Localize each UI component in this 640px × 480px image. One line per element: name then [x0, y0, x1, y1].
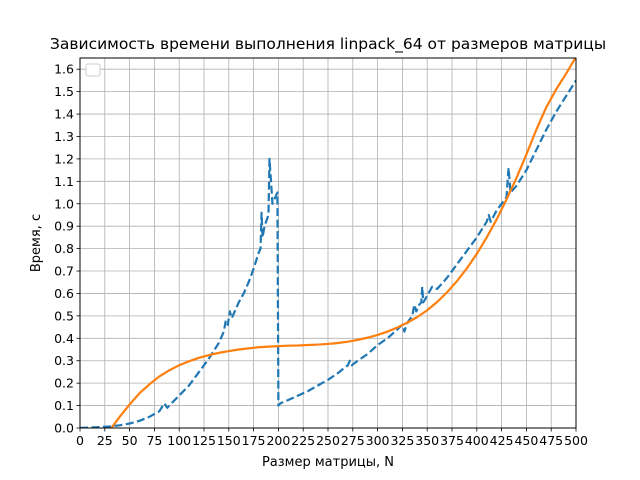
y-tick-label: 1.3: [54, 129, 74, 144]
chart-title: Зависимость времени выполнения linpack_6…: [50, 35, 606, 54]
legend-box: [85, 63, 101, 77]
x-tick-label: 425: [490, 433, 514, 448]
x-tick-label: 300: [366, 433, 390, 448]
y-tick-label: 1.4: [54, 107, 74, 122]
series-layer: [80, 58, 576, 428]
x-tick-label: 275: [341, 433, 365, 448]
x-tick-label: 350: [415, 433, 439, 448]
x-tick-label: 0: [76, 433, 84, 448]
x-tick-label: 75: [146, 433, 162, 448]
y-tick-label: 1.2: [54, 151, 74, 166]
x-tick-label: 325: [390, 433, 414, 448]
x-tick-label: 50: [122, 433, 138, 448]
y-tick-label: 0.2: [54, 376, 74, 391]
y-tick-label: 0.3: [54, 353, 74, 368]
y-tick-label: 0.7: [54, 264, 74, 279]
x-tick-label: 200: [266, 433, 290, 448]
y-tick-label: 0.0: [54, 421, 74, 436]
x-tick-label: 450: [514, 433, 538, 448]
y-tick-label: 0.6: [54, 286, 74, 301]
y-tick-label: 1.0: [54, 196, 74, 211]
grid: [79, 58, 577, 429]
y-tick-label: 1.5: [54, 84, 74, 99]
y-tick-label: 1.1: [54, 174, 74, 189]
x-tick-label: 250: [316, 433, 340, 448]
x-tick-label: 225: [291, 433, 315, 448]
x-tick-label: 25: [97, 433, 113, 448]
y-tick-label: 0.5: [54, 308, 74, 323]
series-line-2: [110, 58, 576, 428]
x-tick-label: 125: [192, 433, 216, 448]
x-tick-label: 150: [217, 433, 241, 448]
y-tick-label: 1.6: [54, 62, 74, 77]
y-tick-label: 0.8: [54, 241, 74, 256]
y-tick-label: 0.9: [54, 219, 74, 234]
y-tick-label: 0.4: [54, 331, 74, 346]
x-tick-label: 175: [242, 433, 266, 448]
x-tick-label: 375: [440, 433, 464, 448]
y-axis-label: Время, с: [29, 214, 44, 272]
x-axis-label: Размер матрицы, N: [262, 455, 394, 470]
x-tick-label: 500: [564, 433, 588, 448]
y-tick-label: 0.1: [54, 398, 74, 413]
ticks: 0 25 50 75 100 125 150 175 200 225 250 275 300 325 350…: [54, 62, 588, 448]
x-tick-label: 475: [539, 433, 563, 448]
series-line-1: [80, 79, 576, 428]
x-tick-label: 100: [167, 433, 191, 448]
x-tick-label: 400: [465, 433, 489, 448]
